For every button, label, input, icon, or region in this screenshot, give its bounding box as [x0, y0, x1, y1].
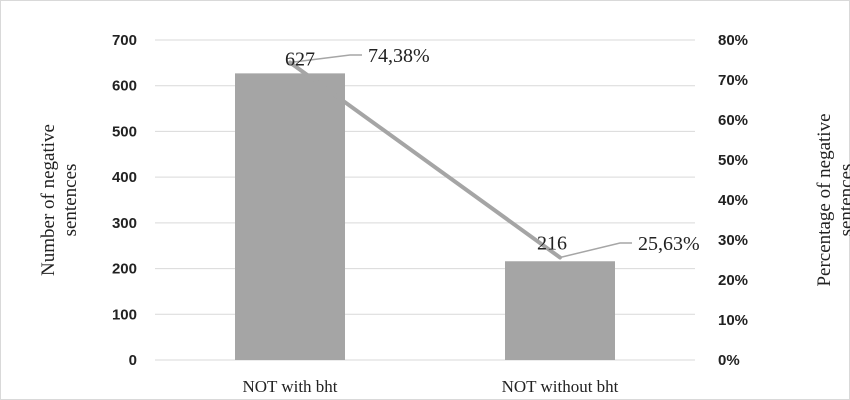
y-axis-title-line: sentences	[60, 164, 81, 237]
percentage-line	[288, 60, 562, 260]
y2-axis-title-line: sentences	[836, 164, 850, 237]
leader-line	[289, 54, 362, 64]
bar-data-label: 627	[285, 48, 315, 70]
y2-tick-label: 20%	[718, 272, 748, 289]
y2-tick-label: 60%	[718, 112, 748, 129]
x-tick-label: NOT without bht	[502, 377, 619, 396]
bar	[235, 73, 345, 360]
y2-axis-title: Percentage of negativesentences	[814, 113, 850, 286]
y-tick-label: 100	[112, 306, 137, 323]
y2-tick-label: 70%	[718, 72, 748, 89]
x-tick-label: NOT with bht	[242, 377, 337, 396]
y2-tick-label: 30%	[718, 232, 748, 249]
bar-data-label: 216	[537, 232, 567, 254]
y-tick-label: 500	[112, 123, 137, 140]
y2-tick-label: 40%	[718, 192, 748, 209]
y-tick-label: 400	[112, 169, 137, 186]
data-label-leaders	[289, 54, 632, 259]
y2-tick-label: 10%	[718, 312, 748, 329]
y-tick-label: 200	[112, 261, 137, 278]
labels: 0 100 200 300 400 500 600 700 0% 10% 20% 30% 40% 50% 6…	[38, 32, 850, 396]
y2-tick-label: 50%	[718, 152, 748, 169]
y-tick-label: 300	[112, 215, 137, 232]
y-tick-label: 700	[112, 32, 137, 49]
bar	[505, 261, 615, 360]
y-axis-title: Number of negativesentences	[38, 124, 81, 276]
y-axis-title-line: Number of negative	[38, 124, 59, 276]
leader-line	[559, 242, 632, 259]
line-data-label: 25,63%	[638, 233, 700, 255]
y-tick-label: 600	[112, 78, 137, 95]
line-data-label: 74,38%	[368, 45, 430, 67]
y-tick-label: 0	[129, 352, 137, 369]
bars	[235, 73, 615, 360]
y2-axis-title-line: Percentage of negative	[814, 113, 835, 286]
percentage-series-line	[288, 60, 562, 260]
y2-tick-label: 0%	[718, 352, 740, 369]
y2-tick-label: 80%	[718, 32, 748, 49]
